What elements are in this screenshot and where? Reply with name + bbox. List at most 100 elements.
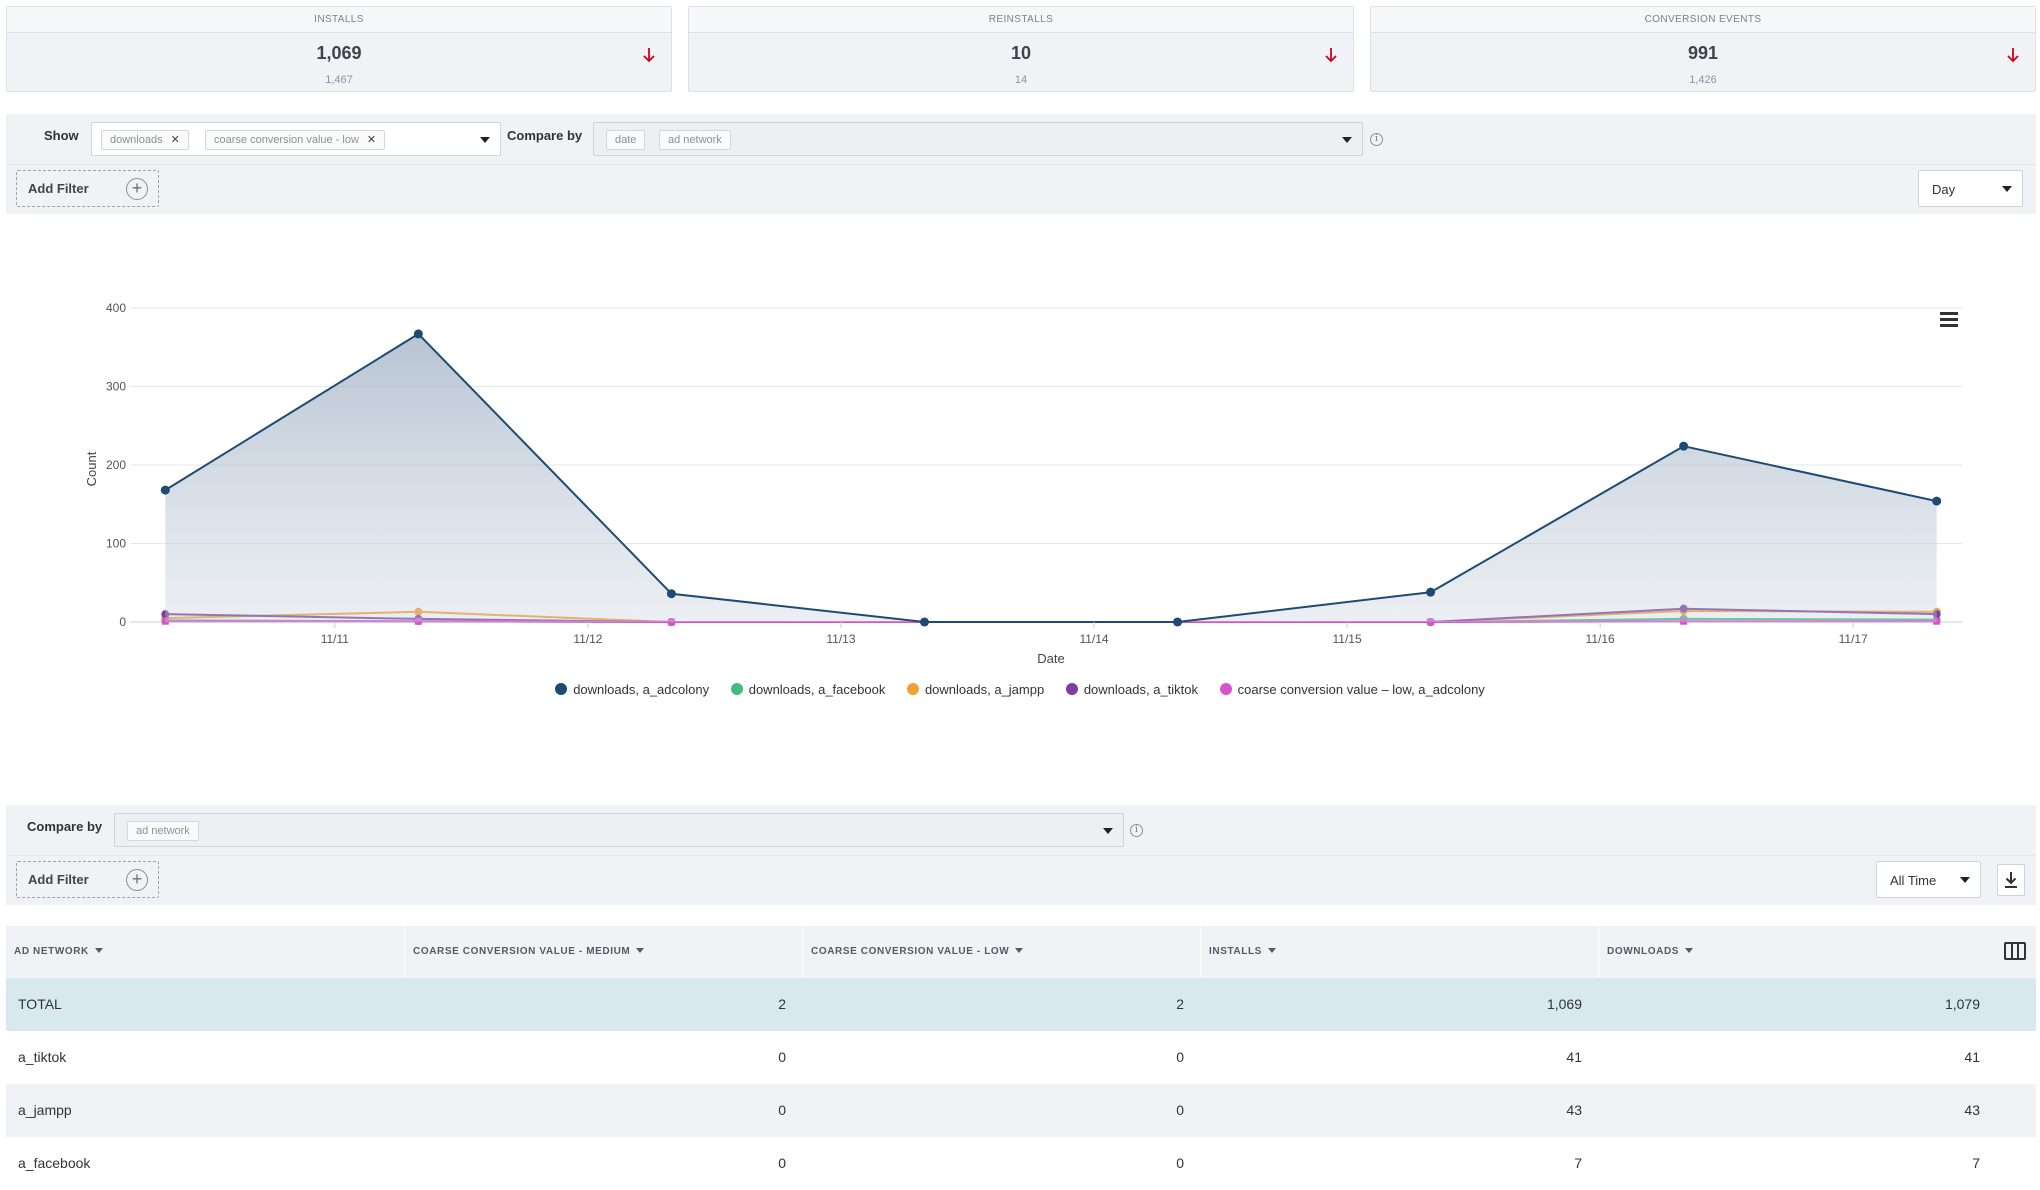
add-filter-label: Add Filter <box>28 181 89 196</box>
x-tick-label: 11/16 <box>1586 632 1615 646</box>
cell-installs: 43 <box>1566 1102 1582 1118</box>
cell-cv-low: 0 <box>1176 1155 1184 1171</box>
table-row[interactable]: a_facebook 0 0 7 7 <box>6 1137 2036 1190</box>
line-chart: 0 100 200 300 400 11/11 11/12 11/13 11/14 11/15 11… <box>84 301 1962 666</box>
x-tick-label: 11/12 <box>573 632 602 646</box>
chevron-down-icon[interactable] <box>1342 137 1352 143</box>
legend-marker <box>555 683 568 695</box>
table-row-total[interactable]: TOTAL 2 2 1,069 1,079 <box>6 978 2036 1031</box>
legend-item-tiktok[interactable]: downloads, a_tiktok <box>1065 682 1199 697</box>
legend-label: downloads, a_facebook <box>748 682 886 697</box>
kpi-previous-value: 14 <box>1014 74 1028 86</box>
compare-chip-ad-network: ad network <box>659 130 731 150</box>
compare-by-label: Compare by <box>507 128 583 143</box>
column-header-cv-low[interactable]: COARSE CONVERSION VALUE - LOW <box>802 926 1200 978</box>
kpi-card-reinstalls[interactable]: REINSTALLS 10 14 <box>688 6 1354 92</box>
compare-chip-date: date <box>606 130 646 150</box>
period-select-all-time[interactable]: All Time <box>1876 861 1981 898</box>
show-chip-cv-low: coarse conversion value - low ✕ <box>205 130 386 150</box>
legend-item-adcolony[interactable]: downloads, a_adcolony <box>555 682 709 697</box>
legend-item-facebook[interactable]: downloads, a_facebook <box>730 682 886 697</box>
x-tick-label: 11/11 <box>321 632 350 646</box>
remove-chip-icon[interactable]: ✕ <box>366 134 377 146</box>
show-metrics-select[interactable]: downloads ✕ coarse conversion value - low… <box>91 122 501 156</box>
y-tick-label: 200 <box>106 458 126 472</box>
kpi-value: 10 <box>1010 43 1032 63</box>
kpi-label: REINSTALLS <box>689 7 1353 33</box>
legend-label: downloads, a_adcolony <box>573 682 710 697</box>
y-tick-label: 100 <box>106 537 126 551</box>
show-label: Show <box>44 128 79 143</box>
chart-menu-icon[interactable] <box>1940 312 1958 328</box>
arrow-down-icon <box>2007 48 2019 63</box>
arrow-down-icon <box>1325 48 1337 63</box>
info-icon[interactable]: i <box>1130 824 1143 837</box>
period-value: All Time <box>1890 873 1937 888</box>
legend-marker <box>906 683 919 695</box>
plus-circle-icon: + <box>126 869 148 891</box>
column-header-installs[interactable]: INSTALLS <box>1200 926 1598 978</box>
chevron-down-icon[interactable] <box>480 137 490 143</box>
kpi-card-installs[interactable]: INSTALLS 1,069 1,467 <box>6 6 672 92</box>
column-header-ad-network[interactable]: AD NETWORK <box>6 926 404 978</box>
kpi-value: 1,069 <box>316 43 362 63</box>
table-add-filter-row: Add Filter + All Time <box>6 855 2036 905</box>
download-button[interactable] <box>1997 864 2025 896</box>
column-header-label: COARSE CONVERSION VALUE - LOW <box>811 946 1010 957</box>
chevron-down-icon <box>1960 877 1970 883</box>
chevron-down-icon[interactable] <box>1103 828 1113 834</box>
column-header-downloads[interactable]: DOWNLOADS <box>1598 926 1996 978</box>
cell-installs: 1,069 <box>1546 996 1582 1012</box>
remove-chip-icon[interactable]: ✕ <box>170 134 180 146</box>
data-point <box>666 589 676 599</box>
data-point <box>1173 617 1183 627</box>
sort-caret-icon <box>1267 948 1276 953</box>
table-row[interactable]: a_tiktok 0 0 41 41 <box>6 1031 2036 1084</box>
legend-item-jampp[interactable]: downloads, a_jampp <box>906 682 1044 697</box>
cell-cv-medium: 2 <box>778 996 786 1012</box>
table-compare-by-select[interactable]: ad network <box>114 813 1124 847</box>
legend-item-cv-low-adcolony[interactable]: coarse conversion value – low, a_adcolon… <box>1219 682 1485 697</box>
chart-filter-panel: Show downloads ✕ coarse conversion value … <box>6 114 2036 214</box>
compare-by-label: Compare by <box>27 819 103 834</box>
x-tick-label: 11/15 <box>1333 632 1362 646</box>
cell-cv-medium: 0 <box>778 1102 786 1118</box>
kpi-value: 991 <box>1687 43 1719 63</box>
x-tick-label: 11/14 <box>1079 632 1108 646</box>
series-line-0 <box>164 332 1937 623</box>
info-icon[interactable]: i <box>1370 133 1383 146</box>
y-axis-label: Count <box>84 451 99 486</box>
show-chip-downloads: downloads ✕ <box>101 130 189 150</box>
compare-by-select[interactable]: date ad network <box>593 122 1363 156</box>
add-filter-button[interactable]: Add Filter + <box>16 861 159 898</box>
data-point <box>1932 496 1942 506</box>
chart-legend: downloads, a_adcolony downloads, a_faceb… <box>0 682 2040 702</box>
column-header-label: COARSE CONVERSION VALUE - MEDIUM <box>413 946 631 957</box>
column-header-cv-medium[interactable]: COARSE CONVERSION VALUE - MEDIUM <box>404 926 802 978</box>
column-header-label: DOWNLOADS <box>1607 946 1680 957</box>
add-filter-button[interactable]: Add Filter + <box>16 170 159 207</box>
arrow-down-icon <box>643 48 655 63</box>
period-select-day[interactable]: Day <box>1918 170 2023 207</box>
legend-label: downloads, a_tiktok <box>1083 682 1199 697</box>
period-value: Day <box>1932 182 1956 197</box>
cell-installs: 41 <box>1566 1049 1582 1065</box>
cell-downloads: 41 <box>1964 1049 1980 1065</box>
kpi-previous-value: 1,467 <box>325 74 353 86</box>
cell-cv-low: 0 <box>1176 1049 1184 1065</box>
chevron-down-icon <box>2002 186 2012 192</box>
columns-icon[interactable] <box>2004 942 2026 960</box>
sort-caret-icon <box>1685 948 1694 953</box>
cell-cv-medium: 0 <box>778 1049 786 1065</box>
chip-label: coarse conversion value - low <box>214 134 359 146</box>
sort-caret-icon <box>94 948 103 953</box>
x-tick-label: 11/17 <box>1839 632 1868 646</box>
data-point <box>160 485 170 495</box>
cell-downloads: 7 <box>1972 1155 1980 1171</box>
cell-installs: 7 <box>1574 1155 1582 1171</box>
cell-downloads: 1,079 <box>1944 996 1980 1012</box>
data-point <box>1679 441 1689 451</box>
kpi-previous-value: 1,426 <box>1689 74 1717 86</box>
kpi-card-conversion-events[interactable]: CONVERSION EVENTS 991 1,426 <box>1370 6 2036 92</box>
table-row[interactable]: a_jampp 0 0 43 43 <box>6 1084 2036 1137</box>
